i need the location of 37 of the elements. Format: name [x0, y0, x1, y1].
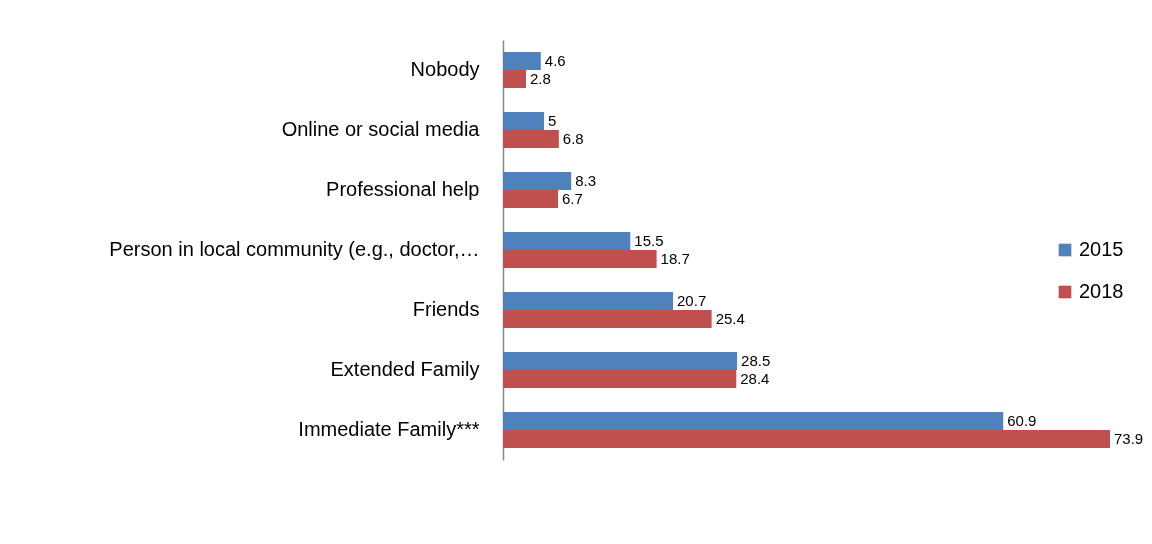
- data-label: 6.8: [562, 130, 584, 147]
- y-tick-label: Person in local community (e.g., doctor,…: [109, 238, 480, 260]
- bar: [503, 52, 541, 70]
- bar: [503, 130, 559, 148]
- data-label: 18.7: [660, 250, 690, 267]
- data-label: 73.9: [1114, 430, 1144, 447]
- y-tick-label: Extended Family: [330, 358, 480, 380]
- bar: [503, 370, 737, 388]
- data-label: 20.7: [677, 292, 707, 309]
- y-tick-label: Immediate Family***: [298, 418, 480, 440]
- y-tick-label: Friends: [412, 298, 480, 320]
- bar: [503, 190, 559, 208]
- bar: [503, 232, 631, 250]
- data-label: 60.9: [1007, 412, 1037, 429]
- y-tick-label: Professional help: [326, 178, 480, 200]
- y-tick-label: Online or social media: [281, 118, 481, 140]
- data-label: 4.6: [544, 52, 566, 69]
- bar: [503, 112, 545, 130]
- legend-label: 2018: [1079, 280, 1124, 302]
- data-label: 25.4: [715, 310, 745, 327]
- legend-label: 2015: [1079, 238, 1124, 260]
- bar: [503, 352, 738, 370]
- data-label: 8.3: [575, 172, 597, 189]
- y-tick-label: Nobody: [410, 58, 480, 80]
- data-label: 28.5: [741, 352, 771, 369]
- data-label: 28.4: [740, 370, 770, 387]
- bar: [503, 412, 1004, 430]
- data-label: 6.7: [562, 190, 583, 207]
- bar: [503, 250, 657, 268]
- bar: [503, 292, 674, 310]
- data-label: 15.5: [634, 232, 664, 249]
- bar: [503, 430, 1110, 448]
- bar: [503, 70, 526, 88]
- bar: [503, 172, 572, 190]
- data-label: 5: [548, 112, 557, 129]
- bar: [503, 310, 712, 328]
- data-label: 2.8: [530, 70, 551, 87]
